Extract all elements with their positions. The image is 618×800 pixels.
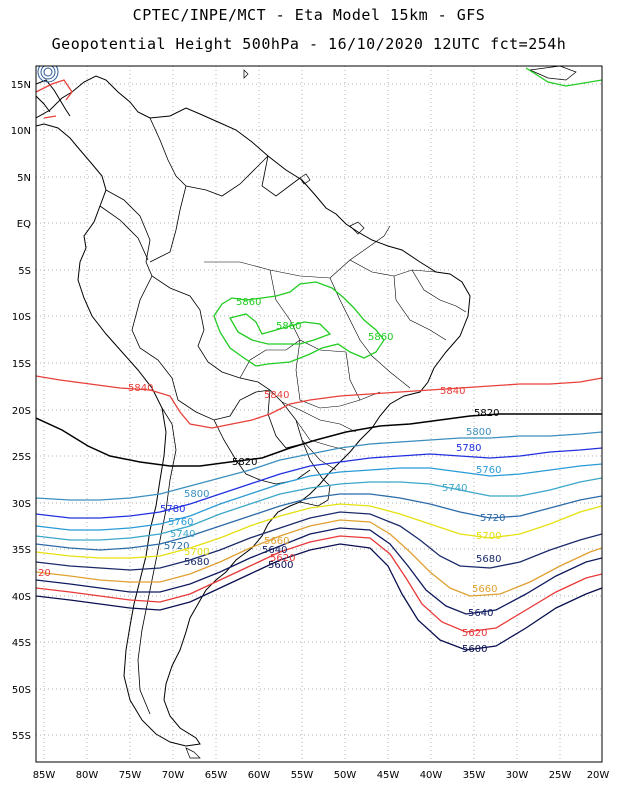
label-5860-c: 5860 <box>368 332 393 343</box>
label-5680-a: 5680 <box>184 557 209 568</box>
label-5620-b: 5620 <box>462 628 487 639</box>
contour-5760 <box>36 463 602 531</box>
lat-label: 20S <box>12 406 31 417</box>
label-5680-b: 5680 <box>476 554 501 565</box>
map-subtitle: Geopotential Height 500hPa - 16/10/2020 … <box>51 35 567 53</box>
low-pressure-center <box>37 66 59 83</box>
label-5620-a: 5620 <box>270 553 295 564</box>
label-5720-a: 5720 <box>164 541 189 552</box>
lon-label: 20W <box>587 770 610 781</box>
contour-5740 <box>36 477 602 541</box>
contour-5860-brazil <box>213 281 385 367</box>
lon-label: 70W <box>162 770 185 781</box>
country-borders <box>99 117 331 715</box>
central-america-coastline <box>36 79 71 117</box>
contour-5700 <box>36 503 602 559</box>
label-5660-b: 5660 <box>472 584 497 595</box>
lon-label: 55W <box>291 770 314 781</box>
label-5740-a: 5740 <box>170 529 195 540</box>
lon-label: 35W <box>463 770 486 781</box>
label-5760-b: 5760 <box>476 465 501 476</box>
lat-label: 10S <box>12 312 31 323</box>
contour-5600 <box>36 543 602 651</box>
lat-label: 45S <box>12 638 31 649</box>
label-5600-a: 5600 <box>268 560 293 571</box>
lat-label: 5S <box>18 266 31 277</box>
lat-label: 30S <box>12 499 31 510</box>
label-5780-a: 5780 <box>160 504 185 515</box>
contour-5820 <box>36 413 602 467</box>
label-5720-b: 5720 <box>480 513 505 524</box>
label-5700-b: 5700 <box>476 531 501 542</box>
label-5800-b: 5800 <box>466 427 491 438</box>
lat-label: 35S <box>12 545 31 556</box>
lon-label: 85W <box>33 770 56 781</box>
lon-label: 30W <box>506 770 529 781</box>
lon-label: 75W <box>119 770 142 781</box>
lon-label: 40W <box>420 770 443 781</box>
map-frame <box>35 65 603 763</box>
label-5760-a: 5760 <box>168 517 193 528</box>
label-5860-a: 5860 <box>236 297 261 308</box>
graticule <box>36 66 602 762</box>
contour-5640 <box>36 527 602 615</box>
label-5820-a: 5820 <box>232 457 257 468</box>
lat-label: 55S <box>12 731 31 742</box>
lat-label: 10N <box>11 126 31 137</box>
lat-label: 15N <box>11 80 31 91</box>
label-5620-c: 20 <box>38 568 51 579</box>
lon-label: 60W <box>248 770 271 781</box>
lat-label: 5N <box>17 173 31 184</box>
state-borders <box>204 225 467 471</box>
contour-5780 <box>36 447 602 519</box>
contour-5860-north <box>525 67 602 87</box>
label-5780-b: 5780 <box>456 443 481 454</box>
contour-5840-north <box>36 79 73 119</box>
contour-5720 <box>36 493 602 551</box>
label-5600-b: 5600 <box>462 644 487 655</box>
lat-label: 25S <box>12 452 31 463</box>
label-5860-b: 5860 <box>276 321 301 332</box>
lon-label: 50W <box>334 770 357 781</box>
label-5640-a: 5640 <box>262 545 287 556</box>
contour-5840 <box>36 375 602 429</box>
label-5640-b: 5640 <box>468 608 493 619</box>
label-5840-b: 5840 <box>264 390 289 401</box>
label-5740-b: 5740 <box>442 483 467 494</box>
islands <box>185 66 577 759</box>
contour-5800-upper <box>36 431 602 501</box>
lat-label: EQ <box>17 219 31 230</box>
lat-label: 40S <box>12 592 31 603</box>
label-5700-a: 5700 <box>184 547 209 558</box>
lon-label: 65W <box>205 770 228 781</box>
contour-5660 <box>36 519 602 597</box>
lon-label: 25W <box>549 770 572 781</box>
contour-5620 <box>36 535 602 633</box>
lat-label: 50S <box>12 685 31 696</box>
south-america-coastline <box>36 75 471 747</box>
label-5800-a: 5800 <box>184 489 209 500</box>
label-5840-a: 5840 <box>128 383 153 394</box>
lon-label: 80W <box>76 770 99 781</box>
label-5840-c: 5840 <box>440 386 465 397</box>
lat-label: 15S <box>12 359 31 370</box>
label-5820-b: 5820 <box>474 408 499 419</box>
label-5660-a: 5660 <box>264 536 289 547</box>
contour-5680 <box>36 511 602 571</box>
lon-label: 45W <box>377 770 400 781</box>
map-title: CPTEC/INPE/MCT - Eta Model 15km - GFS <box>132 6 486 24</box>
